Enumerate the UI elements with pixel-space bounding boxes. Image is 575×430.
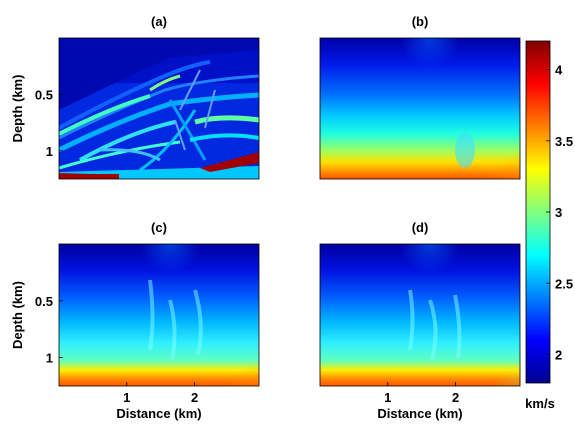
panel-c-ytick-label: 1 [46, 351, 53, 366]
panel-a-ytick-label: 1 [46, 144, 53, 159]
panel-c-ylabel: Depth (km) [10, 281, 25, 349]
panel-a-ytick-label: 0.5 [35, 87, 53, 102]
panel-d-xtick-label: 2 [452, 390, 459, 405]
panel-d-image [320, 244, 520, 386]
panel-c-ytick-label: 0.5 [35, 294, 53, 309]
panel-a-ylabel: Depth (km) [10, 75, 25, 143]
colorbar-tick-label: 2.5 [555, 276, 573, 291]
panel-c-frame [58, 243, 260, 387]
panel-c-xlabel: Distance (km) [116, 406, 201, 421]
panel-a-title: (a) [151, 14, 167, 29]
panel-c-xtick-label: 2 [191, 390, 198, 405]
panel-d-xlabel: Distance (km) [377, 406, 462, 421]
panel-b-frame [319, 37, 521, 180]
panel-d-frame [319, 243, 521, 387]
colorbar-tick-label: 2 [555, 348, 562, 363]
panel-c-xtick-label: 1 [123, 390, 130, 405]
panel-b-image [320, 38, 520, 179]
panel-c-image [59, 244, 259, 386]
colorbar-tick-label: 4 [555, 63, 563, 78]
colorbar-tick-label: 3.5 [555, 134, 573, 149]
colorbar-tick-label: 3 [555, 205, 562, 220]
panel-a-image [59, 38, 259, 179]
panel-c-title: (c) [151, 220, 167, 235]
colorbar-unit-label: km/s [525, 396, 555, 411]
panel-d-title: (d) [412, 220, 429, 235]
panel-a-frame [58, 37, 260, 180]
panel-b-title: (b) [412, 14, 429, 29]
panel-d-xtick-label: 1 [384, 390, 391, 405]
